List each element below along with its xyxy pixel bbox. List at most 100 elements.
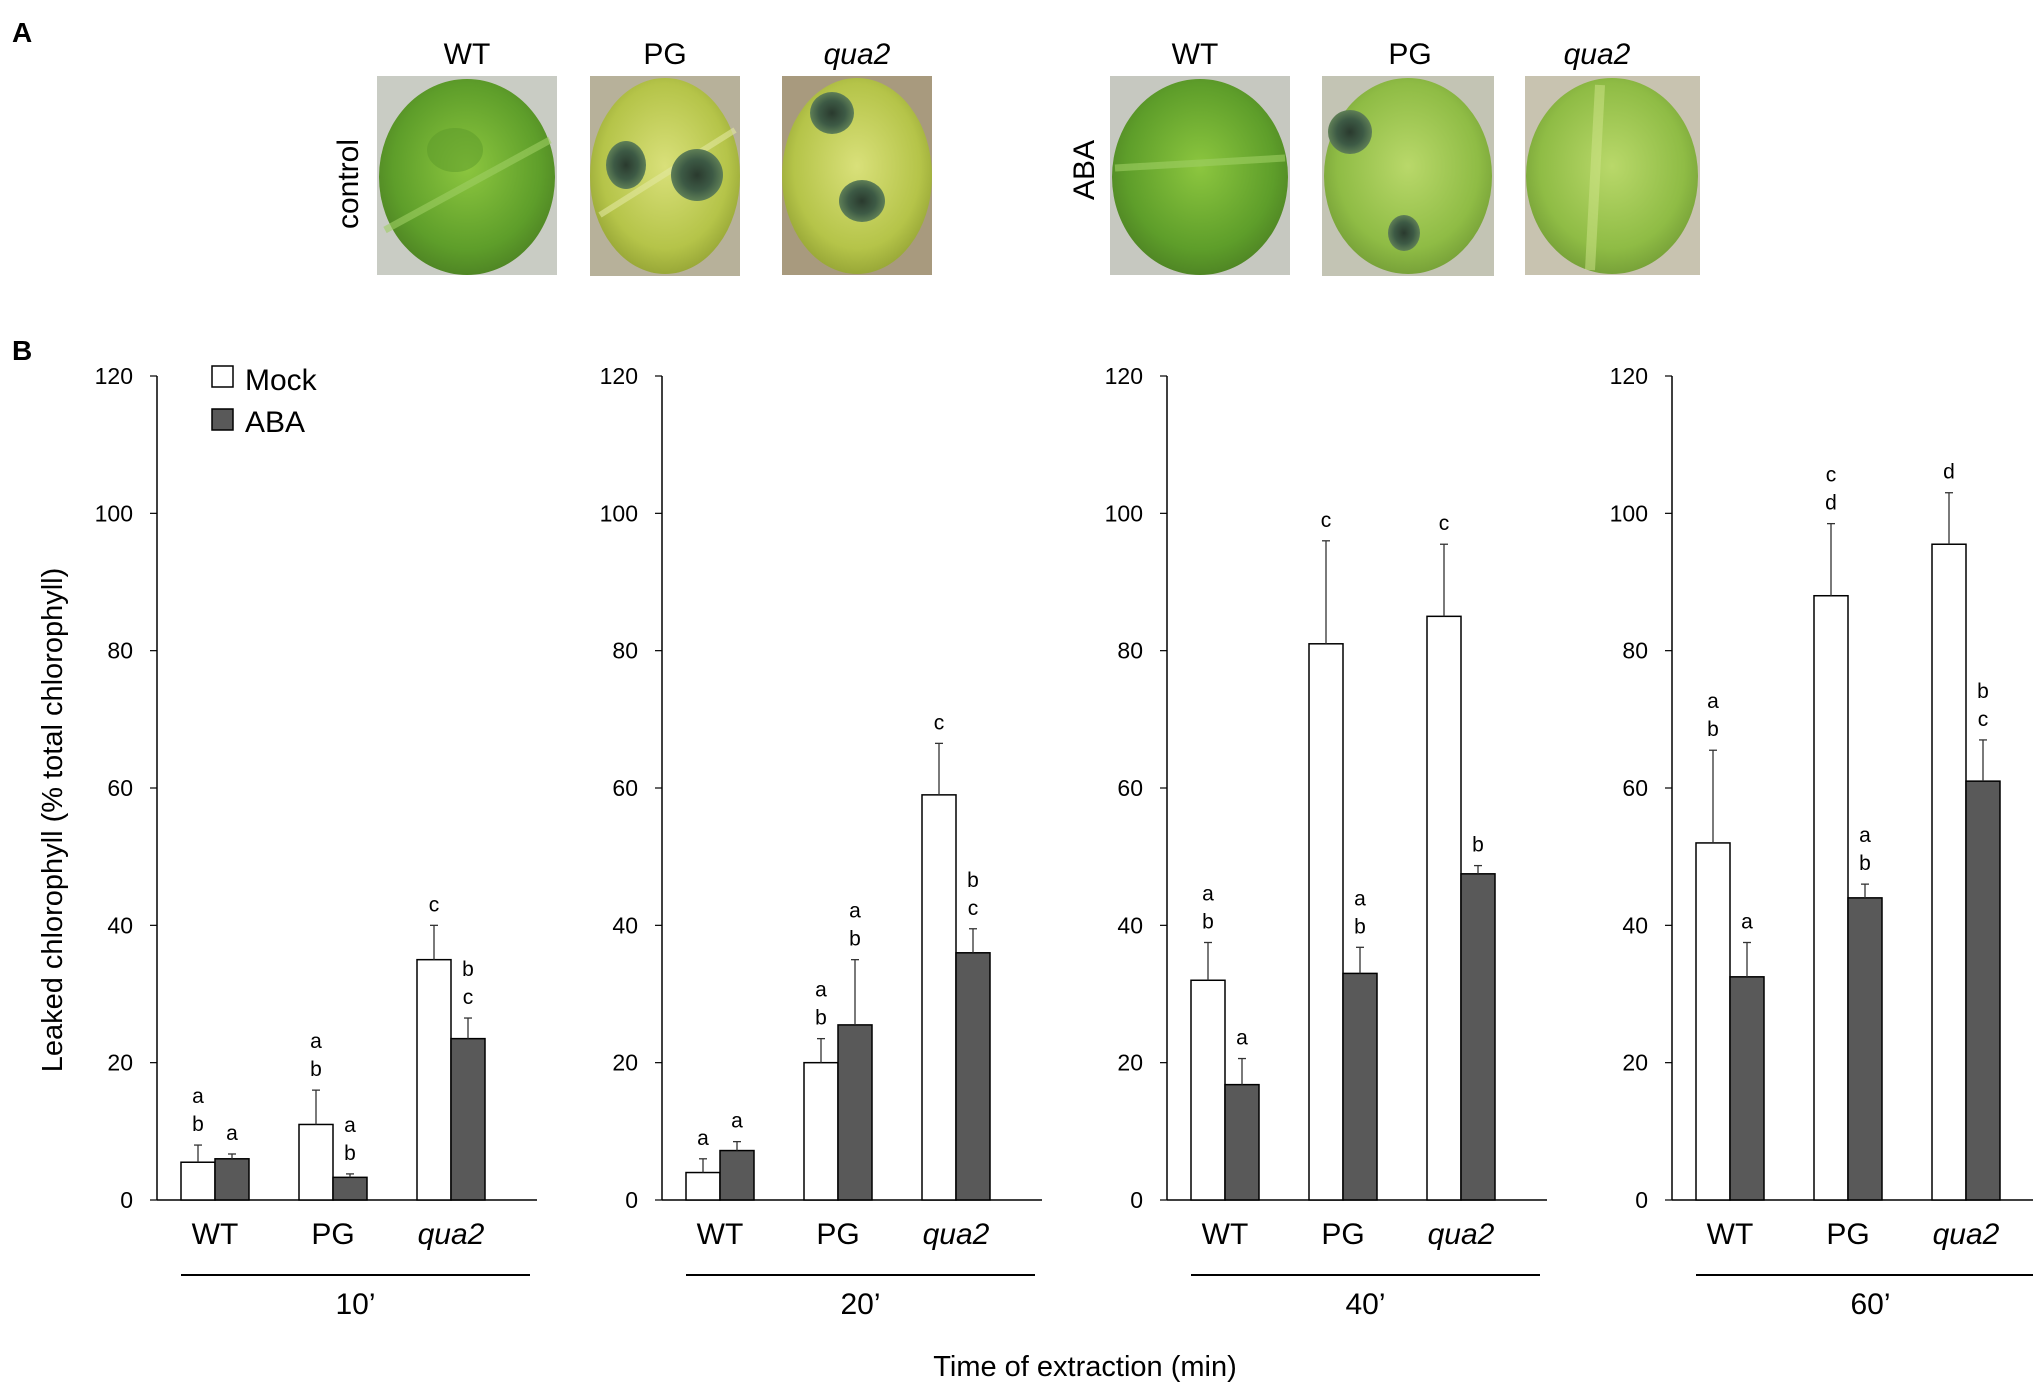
leaf-photo-aba-qua2 (1525, 76, 1700, 275)
photo-label-control-wt: WT (444, 38, 491, 71)
bar-mock-WT (1695, 842, 1731, 1201)
bar-mock-PG (1813, 594, 1849, 1201)
leaf-photo-control-wt (377, 76, 557, 275)
bar-aba-qua2 (450, 1037, 486, 1201)
y-tick-label: 80 (1622, 638, 1648, 664)
treatment-label-aba: ABA (1068, 140, 1101, 200)
significance-letter: a (192, 1085, 204, 1108)
significance-letter: a (1202, 883, 1214, 906)
category-label-WT: WT (1202, 1218, 1249, 1251)
time-label: 10’ (335, 1288, 375, 1321)
y-tick-label: 80 (1117, 638, 1143, 664)
significance-letter: c (463, 986, 474, 1009)
significance-letter: c (968, 897, 979, 920)
photo-label-aba-wt: WT (1172, 38, 1219, 71)
leaf-photo-aba-wt (1110, 76, 1290, 275)
category-label-PG: PG (816, 1218, 859, 1251)
bar-aba-WT (719, 1149, 755, 1201)
y-tick-label: 0 (625, 1187, 638, 1213)
significance-letter: b (1707, 718, 1719, 741)
photo-label-aba-pg: PG (1388, 38, 1431, 71)
y-tick-label: 40 (612, 912, 638, 938)
significance-letter: c (1978, 708, 1989, 731)
bar-aba-PG (1342, 972, 1378, 1201)
y-tick-label: 60 (1622, 775, 1648, 801)
panel-b-letter: B (12, 335, 32, 366)
y-tick-label: 80 (107, 638, 133, 664)
y-tick-label: 80 (612, 638, 638, 664)
significance-letter: a (815, 979, 827, 1002)
significance-letter: a (731, 1110, 743, 1133)
significance-letter: b (1977, 680, 1989, 703)
y-tick-label: 20 (1117, 1050, 1143, 1076)
significance-letter: a (1741, 911, 1753, 934)
significance-letter: b (344, 1142, 356, 1165)
leaf-photo-control-pg (590, 76, 740, 276)
significance-letter: c (934, 711, 945, 734)
significance-letter: b (849, 928, 861, 951)
bar-aba-qua2 (1965, 780, 2001, 1201)
y-tick-label: 100 (1105, 500, 1143, 526)
time-label: 60’ (1850, 1288, 1890, 1321)
legend-swatch-mock (211, 365, 234, 388)
y-tick-label: 100 (600, 500, 638, 526)
bar-aba-PG (837, 1024, 873, 1201)
y-tick-label: 0 (1130, 1187, 1143, 1213)
category-label-WT: WT (192, 1218, 239, 1251)
bar-aba-qua2 (1460, 873, 1496, 1201)
significance-letter: c (1321, 509, 1332, 532)
significance-letter: a (226, 1122, 238, 1145)
significance-letter: a (697, 1127, 709, 1150)
significance-letter: d (1943, 461, 1955, 484)
bar-aba-WT (1224, 1083, 1260, 1201)
leaf-photo-aba-pg (1322, 76, 1494, 276)
legend-label-mock: Mock (245, 364, 318, 397)
y-tick-label: 120 (95, 363, 133, 389)
y-tick-label: 120 (600, 363, 638, 389)
significance-letter: a (1236, 1027, 1248, 1050)
significance-letter: a (849, 900, 861, 923)
significance-letter: b (1472, 834, 1484, 857)
bar-mock-qua2 (1426, 615, 1462, 1201)
bar-aba-PG (332, 1176, 368, 1201)
category-label-PG: PG (311, 1218, 354, 1251)
significance-letter: b (1202, 911, 1214, 934)
significance-letter: c (1439, 512, 1450, 535)
y-tick-label: 20 (1622, 1050, 1648, 1076)
photo-label-aba-qua2: qua2 (1564, 38, 1631, 71)
significance-letter: c (1826, 464, 1837, 487)
significance-letter: a (310, 1030, 322, 1053)
y-tick-label: 120 (1105, 363, 1143, 389)
bar-mock-PG (803, 1061, 839, 1201)
bar-mock-WT (685, 1171, 721, 1201)
significance-letter: a (344, 1114, 356, 1137)
bar-mock-qua2 (416, 958, 452, 1201)
y-tick-label: 60 (1117, 775, 1143, 801)
x-axis-title: Time of extraction (min) (933, 1351, 1237, 1383)
bar-mock-PG (1308, 643, 1344, 1201)
bar-aba-WT (214, 1158, 250, 1201)
significance-letter: b (1354, 915, 1366, 938)
y-tick-label: 40 (1117, 912, 1143, 938)
category-label-PG: PG (1826, 1218, 1869, 1251)
y-axis-title: Leaked chlorophyll (% total chlorophyll) (37, 568, 69, 1073)
bar-aba-PG (1847, 897, 1883, 1201)
legend-label-aba: ABA (245, 406, 305, 439)
y-tick-label: 0 (120, 1187, 133, 1213)
significance-letter: c (429, 893, 440, 916)
significance-letter: b (310, 1058, 322, 1081)
bar-aba-qua2 (955, 952, 991, 1201)
category-label-WT: WT (697, 1218, 744, 1251)
bar-mock-qua2 (921, 794, 957, 1201)
legend-swatch-aba (211, 408, 234, 431)
category-label-qua2: qua2 (1428, 1218, 1495, 1251)
category-label-qua2: qua2 (1933, 1218, 2000, 1251)
category-label-qua2: qua2 (418, 1218, 485, 1251)
time-label: 20’ (840, 1288, 880, 1321)
category-label-WT: WT (1707, 1218, 1754, 1251)
y-tick-label: 100 (1610, 500, 1648, 526)
